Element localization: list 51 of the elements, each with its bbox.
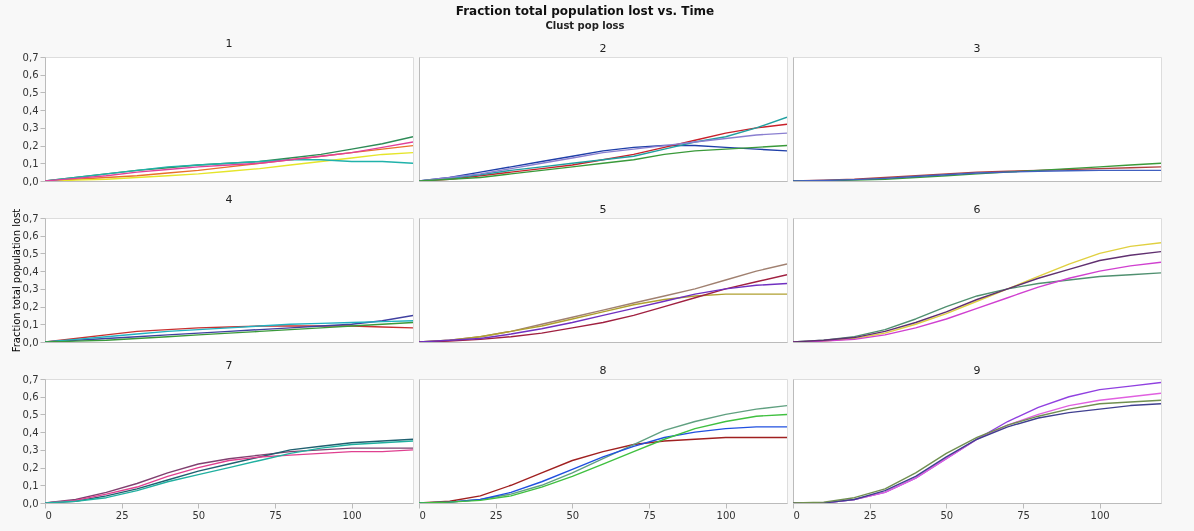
x-tick-label: 25 — [863, 509, 877, 521]
y-tick-label: 0,2 — [22, 301, 39, 313]
y-tick-label: 0,2 — [22, 140, 39, 152]
y-tick-label: 0,3 — [22, 283, 39, 295]
y-tick-label: 0,7 — [22, 212, 39, 224]
chart-title: 4 — [225, 193, 233, 207]
y-tick-label: 0,0 — [22, 497, 39, 509]
x-tick-label: 50 — [940, 509, 954, 521]
x-tick-label: 25 — [115, 509, 129, 521]
y-tick-label: 0,0 — [22, 336, 39, 348]
y-tick-label: 0,2 — [22, 462, 39, 474]
chart-title: 5 — [599, 203, 607, 216]
y-tick-label: 0,6 — [22, 230, 39, 242]
x-tick-label: 0 — [45, 509, 52, 521]
x-tick-label: 0 — [419, 509, 426, 521]
y-tick-label: 0,4 — [22, 104, 39, 116]
y-tick-label: 0,5 — [22, 247, 39, 259]
x-tick-label: 100 — [1090, 509, 1110, 521]
y-tick-label: 0,6 — [22, 69, 39, 81]
y-tick-label: 0,5 — [22, 86, 39, 98]
y-tick-label: 0,7 — [22, 373, 39, 385]
chart-title: 9 — [973, 364, 981, 377]
x-tick-label: 100 — [342, 509, 362, 521]
x-tick-label: 50 — [566, 509, 580, 521]
chart-title: 6 — [973, 203, 981, 216]
y-tick-label: 0,4 — [22, 265, 39, 277]
x-tick-label: 100 — [716, 509, 736, 521]
chart-title: 2 — [599, 42, 607, 55]
y-tick-label: 0,3 — [22, 444, 39, 456]
x-tick-label: 75 — [1017, 509, 1030, 521]
y-tick-label: 0,7 — [22, 51, 39, 63]
text: Fraction total population lost vs. Time — [455, 3, 715, 18]
y-tick-label: 0,5 — [22, 408, 39, 420]
text: Clust pop loss — [545, 19, 625, 31]
y-tick-label: 0,1 — [22, 157, 39, 169]
chart-title: 1 — [225, 37, 233, 50]
y-tick-label: 0,1 — [22, 318, 39, 330]
x-tick-label: 75 — [643, 509, 656, 521]
y-axis-title: Fraction total population lost — [10, 208, 22, 353]
chart-title: 8 — [599, 364, 607, 377]
x-tick-label: 0 — [793, 509, 800, 521]
y-tick-label: 0,6 — [22, 391, 39, 403]
x-tick-label: 50 — [192, 509, 206, 521]
y-tick-label: 0,4 — [22, 426, 39, 438]
y-tick-label: 0,0 — [22, 175, 39, 187]
x-tick-label: 25 — [489, 509, 503, 521]
chart-title: 3 — [973, 42, 981, 55]
chart-title: 7 — [225, 359, 233, 372]
x-tick-label: 75 — [269, 509, 282, 521]
y-tick-label: 0,3 — [22, 122, 39, 134]
y-tick-label: 0,1 — [22, 479, 39, 491]
